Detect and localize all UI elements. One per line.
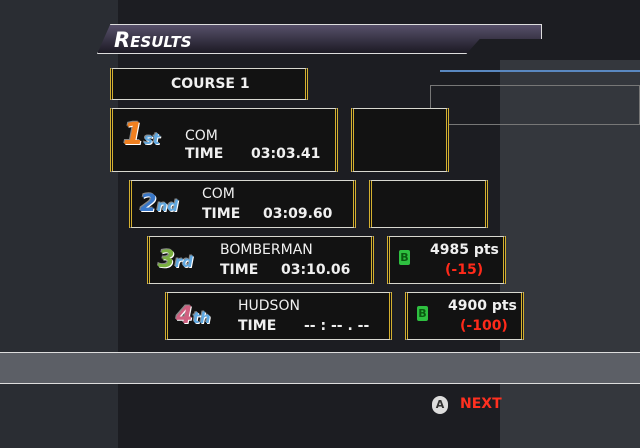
points-delta: (-15) bbox=[445, 262, 484, 278]
race-time: 03:03.41 bbox=[251, 146, 321, 162]
racer-name: COM bbox=[202, 186, 235, 202]
time-label: TIME bbox=[185, 146, 224, 162]
result-row-1: 1st COM TIME 03:03.41 bbox=[110, 108, 338, 172]
result-row-2: 2nd COM TIME 03:09.60 bbox=[129, 180, 356, 228]
a-button-icon: A bbox=[432, 396, 448, 414]
racer-name: HUDSON bbox=[238, 298, 300, 314]
course-label-box: COURSE 1 bbox=[110, 68, 308, 100]
bomberman-b-icon: B bbox=[399, 250, 410, 265]
race-time: 03:10.06 bbox=[281, 262, 351, 278]
next-label: NEXT bbox=[460, 396, 502, 412]
time-label: TIME bbox=[238, 318, 277, 334]
points-box-2 bbox=[369, 180, 488, 228]
place-badge: 4th bbox=[176, 301, 211, 329]
points-box-4: B 4900 pts (-100) bbox=[405, 292, 524, 340]
results-header-bar: Results bbox=[97, 24, 542, 54]
racer-name: COM bbox=[185, 128, 218, 144]
race-time: -- : -- . -- bbox=[304, 318, 370, 334]
place-badge: 3rd bbox=[158, 245, 193, 273]
place-badge: 1st bbox=[123, 117, 160, 152]
points-delta: (-100) bbox=[460, 318, 508, 334]
footer-band bbox=[0, 352, 640, 384]
background-line bbox=[440, 70, 640, 72]
points-box-3: B 4985 pts (-15) bbox=[387, 236, 506, 284]
result-row-4: 4th HUDSON TIME -- : -- . -- bbox=[165, 292, 392, 340]
bomberman-b-icon: B bbox=[417, 306, 428, 321]
result-row-3: 3rd BOMBERMAN TIME 03:10.06 bbox=[147, 236, 374, 284]
results-title: Results bbox=[114, 28, 192, 52]
points-box-1 bbox=[351, 108, 449, 172]
time-label: TIME bbox=[220, 262, 259, 278]
race-time: 03:09.60 bbox=[263, 206, 333, 222]
place-badge: 2nd bbox=[140, 189, 179, 217]
points: 4900 pts bbox=[448, 298, 517, 314]
course-label: COURSE 1 bbox=[171, 76, 250, 92]
time-label: TIME bbox=[202, 206, 241, 222]
racer-name: BOMBERMAN bbox=[220, 242, 313, 258]
background-line bbox=[430, 85, 640, 125]
points: 4985 pts bbox=[430, 242, 499, 258]
